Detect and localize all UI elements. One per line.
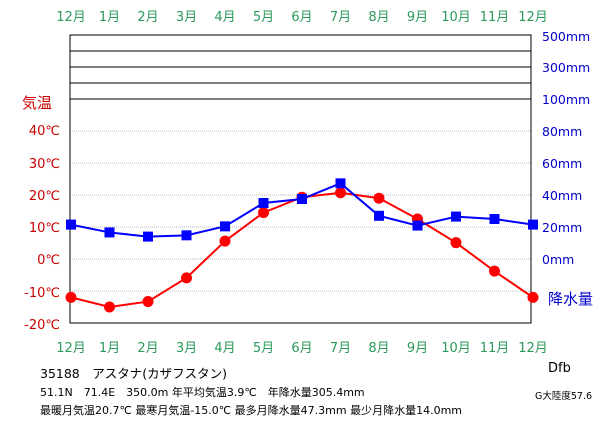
temperature-point — [335, 187, 346, 199]
left-tick-label: -20℃ — [24, 318, 60, 333]
station-stats-line1: 51.1N 71.4E 350.0m 年平均気温3.9℃ 年降水量305.4mm — [40, 386, 365, 399]
temperature-point — [104, 301, 115, 313]
temperature-point — [450, 237, 462, 249]
precipitation-point — [451, 211, 461, 222]
left-tick-label: 30℃ — [29, 157, 60, 172]
precipitation-point — [66, 219, 76, 230]
temperature-point — [258, 207, 269, 219]
month-label-bottom: 5月 — [253, 341, 274, 356]
month-label-top: 3月 — [176, 10, 197, 25]
precipitation-point — [374, 210, 384, 221]
left-tick-label: 10℃ — [29, 221, 60, 236]
temperature-point — [373, 192, 385, 204]
precipitation-series — [66, 178, 538, 242]
month-label-top: 4月 — [214, 10, 235, 25]
month-label-bottom: 2月 — [137, 341, 158, 356]
temperature-series — [65, 187, 539, 313]
precipitation-point — [181, 230, 192, 241]
month-label-bottom: 12月 — [518, 341, 548, 356]
precipitation-line — [70, 182, 534, 238]
plot-frame — [69, 34, 532, 324]
month-label-top: 10月 — [441, 10, 471, 25]
right-tick-label: 300mm — [542, 60, 590, 75]
temperature-point — [181, 272, 192, 284]
station-name: 35188 アスタナ(カザフスタン) — [40, 366, 228, 381]
left-tick-label: 20℃ — [29, 189, 60, 204]
temperature-point — [489, 265, 500, 277]
month-label-bottom: 12月 — [56, 341, 86, 356]
month-label-bottom: 7月 — [330, 341, 351, 356]
continentality-index: G大陸度57.6 — [535, 391, 593, 402]
bottom-month-labels: 12月 1月 2月 3月 4月 5月 6月 7月 8月 9月 10月 11月 12月 — [56, 341, 548, 356]
right-tick-label: 500mm — [542, 29, 590, 44]
month-label-top: 12月 — [56, 10, 86, 25]
month-label-top: 7月 — [330, 10, 351, 25]
right-tick-label: 100mm — [542, 92, 590, 107]
right-tick-label: 80mm — [542, 124, 582, 139]
right-axis-title: 降水量 — [548, 290, 593, 308]
precipitation-point — [297, 194, 307, 204]
month-label-top: 6月 — [291, 10, 312, 25]
month-label-top: 8月 — [368, 10, 389, 25]
left-tick-label: -10℃ — [24, 286, 60, 301]
precipitation-point — [412, 220, 423, 231]
temperature-point — [142, 296, 154, 308]
right-tick-label: 20mm — [542, 220, 582, 235]
top-month-labels: 12月 1月 2月 3月 4月 5月 6月 7月 8月 9月 10月 11月 12月 — [56, 10, 548, 25]
month-label-top: 12月 — [518, 10, 548, 25]
right-axis-ticks: 500mm 300mm 100mm 80mm 60mm 40mm 20mm 0mm — [542, 29, 590, 267]
left-axis-title: 気温 — [22, 94, 52, 112]
month-label-bottom: 9月 — [407, 341, 428, 356]
month-label-top: 2月 — [137, 10, 158, 25]
precipitation-point — [220, 221, 230, 232]
temperature-point — [219, 235, 231, 247]
month-label-bottom: 4月 — [214, 341, 235, 356]
month-label-top: 11月 — [480, 10, 510, 25]
right-tick-label: 40mm — [542, 188, 582, 203]
temperature-point — [527, 291, 539, 303]
right-tick-label: 0mm — [542, 252, 574, 267]
climate-class: Dfb — [548, 361, 571, 376]
grid — [70, 50, 531, 292]
temperature-point — [65, 291, 77, 303]
month-label-bottom: 6月 — [291, 341, 312, 356]
right-tick-label: 60mm — [542, 156, 582, 171]
precipitation-point — [489, 214, 500, 224]
month-label-bottom: 11月 — [480, 341, 510, 356]
precipitation-point — [335, 178, 346, 189]
temperature-line — [70, 191, 534, 309]
month-label-top: 5月 — [253, 10, 274, 25]
month-label-top: 9月 — [407, 10, 428, 25]
month-label-bottom: 8月 — [368, 341, 389, 356]
precipitation-point — [528, 219, 538, 230]
left-axis-ticks: 40℃ 30℃ 20℃ 10℃ 0℃ -10℃ -20℃ — [24, 124, 60, 333]
month-label-bottom: 1月 — [99, 341, 120, 356]
left-tick-label: 0℃ — [37, 253, 60, 268]
station-stats-line2: 最暖月気温20.7℃ 最寒月気温-15.0℃ 最多月降水量47.3mm 最少月降… — [40, 404, 462, 417]
precipitation-point — [143, 231, 153, 242]
left-tick-label: 40℃ — [29, 124, 60, 139]
month-label-bottom: 3月 — [176, 341, 197, 356]
month-label-top: 1月 — [99, 10, 120, 25]
precipitation-point — [104, 227, 115, 238]
precipitation-point — [258, 198, 269, 208]
month-label-bottom: 10月 — [441, 341, 471, 356]
